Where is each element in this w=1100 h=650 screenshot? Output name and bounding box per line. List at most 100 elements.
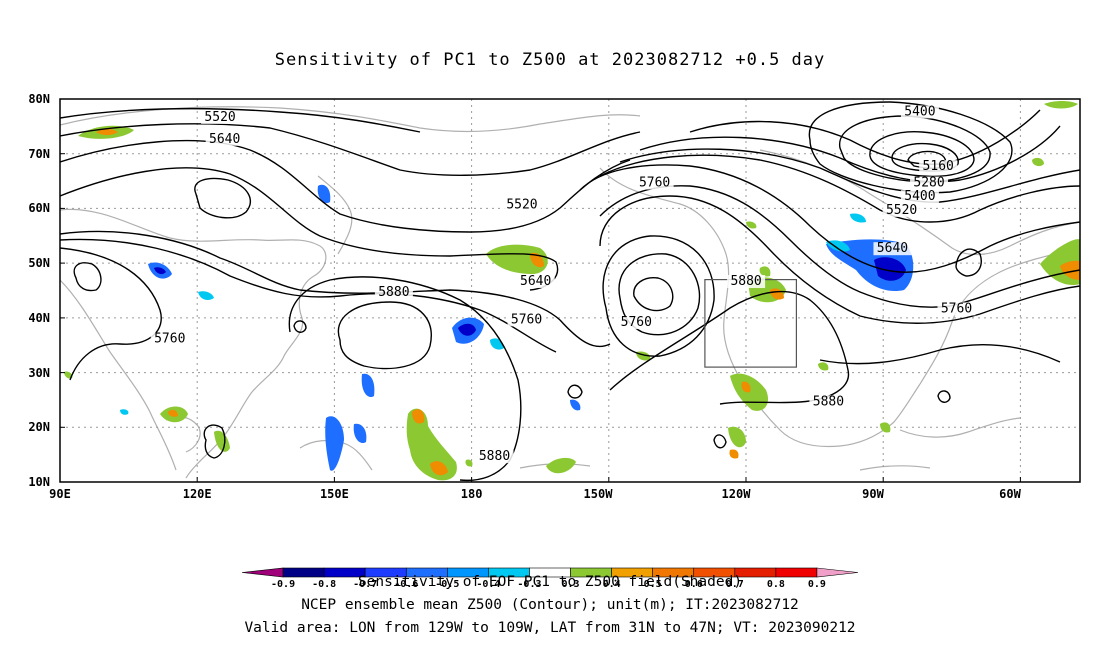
shade-patch xyxy=(412,409,425,424)
contour-label-bg xyxy=(374,285,413,299)
latitude-labels: 80N 70N 60N 50N 40N 30N 20N 10N xyxy=(28,92,50,489)
contour-label-bg xyxy=(475,450,514,464)
contour-label-bg xyxy=(900,190,939,204)
colorbar-swatch xyxy=(816,567,859,578)
lon-label: 150W xyxy=(584,487,614,501)
contour-label: 5880 xyxy=(730,274,761,289)
contour-label-bg xyxy=(150,332,189,346)
shade-patch xyxy=(325,416,344,471)
contour-label: 5520 xyxy=(204,110,235,125)
colorbar-tick-label: 0.7 xyxy=(726,579,744,590)
lat-label: 30N xyxy=(28,366,50,380)
contour-label: 5760 xyxy=(941,301,972,316)
shade-patch xyxy=(168,409,178,417)
shade-patch xyxy=(458,323,476,336)
contour-label: 5760 xyxy=(621,315,652,330)
chart-title: Sensitivity of PC1 to Z500 at 2023082712… xyxy=(274,50,826,70)
lon-label: 90W xyxy=(862,487,884,501)
lat-label: 10N xyxy=(28,475,50,489)
contour-labels: 5520564054005160528054005520564057605760… xyxy=(150,104,976,464)
shade-patch xyxy=(1044,101,1078,109)
colorbar xyxy=(241,567,859,578)
contour-label: 5640 xyxy=(209,132,240,147)
contour-label-bg xyxy=(205,132,244,146)
shade-patch xyxy=(729,449,739,459)
shade-patch xyxy=(486,244,548,274)
contour-label: 5520 xyxy=(506,197,537,212)
contour-label: 5760 xyxy=(154,331,185,346)
contour-label: 5880 xyxy=(378,285,409,300)
lat-label: 20N xyxy=(28,420,50,434)
colorbar-tick-label: -0.6 xyxy=(394,579,418,590)
colorbar-tick-label: -0.3 xyxy=(517,579,541,590)
colorbar-tick-label: -0.4 xyxy=(476,579,500,590)
lat-label: 80N xyxy=(28,92,50,106)
shade-patch xyxy=(1032,157,1044,167)
shade-patch xyxy=(728,426,746,448)
shade-patch xyxy=(214,430,230,452)
lon-label: 120E xyxy=(183,487,212,501)
shade-patch xyxy=(746,221,757,229)
longitude-labels: 90E 120E 150E 180 150W 120W 90W 60W xyxy=(49,487,1021,501)
contour-label: 5400 xyxy=(904,189,935,204)
contour-label-bg xyxy=(502,198,541,212)
contour-label: 5760 xyxy=(639,176,670,191)
shade-patch xyxy=(198,291,214,300)
shade-patch xyxy=(826,240,850,252)
contour-label-bg xyxy=(900,105,939,119)
colorbar-tick-label: -0.9 xyxy=(271,579,295,590)
shade-patch xyxy=(570,399,581,411)
contour-label: 5880 xyxy=(479,449,510,464)
lon-label: 60W xyxy=(999,487,1021,501)
z500-contours xyxy=(60,101,1080,482)
plot-frame xyxy=(59,98,1081,483)
shade-patch xyxy=(741,381,751,393)
lat-label: 50N xyxy=(28,256,50,270)
colorbar-tick-label: -0.8 xyxy=(312,579,336,590)
shade-patch xyxy=(430,461,448,476)
shade-patch xyxy=(546,457,576,474)
contour-label-bg xyxy=(873,242,912,256)
lon-label: 120W xyxy=(722,487,752,501)
sensitivity-shading xyxy=(64,101,1080,481)
caption-contour: NCEP ensemble mean Z500 (Contour); unit(… xyxy=(301,597,799,613)
colorbar-tick-label: 0.3 xyxy=(562,579,580,590)
lon-label: 180 xyxy=(461,487,483,501)
contour-label-bg xyxy=(507,313,546,327)
shade-patch xyxy=(1060,260,1080,280)
shade-patch xyxy=(818,362,829,371)
shade-patch xyxy=(120,409,129,415)
colorbar-tick-label: -0.7 xyxy=(353,579,377,590)
lon-label: 90E xyxy=(49,487,71,501)
contour-label-bg xyxy=(937,302,976,316)
contour-label: 5640 xyxy=(877,241,908,256)
shade-patch xyxy=(730,373,769,411)
contour-label: 5160 xyxy=(923,159,954,174)
contour-label: 5400 xyxy=(904,104,935,119)
contour-label-bg xyxy=(809,395,848,409)
shade-patch xyxy=(361,373,375,398)
contour-label: 5880 xyxy=(813,394,844,409)
colorbar-labels: -0.9 -0.8 -0.7 -0.6 -0.5 -0.4 -0.3 0.3 0.4 0.5 0.6… xyxy=(271,579,826,590)
shade-patch xyxy=(874,257,906,281)
shade-patch xyxy=(154,267,166,275)
shade-patch xyxy=(759,266,771,277)
contour-label-bg xyxy=(910,176,949,190)
colorbar-tick-label: 0.4 xyxy=(603,579,621,590)
colorbar-tick-label: 0.5 xyxy=(644,579,662,590)
lon-label: 150E xyxy=(320,487,349,501)
shade-patch xyxy=(406,408,457,481)
shade-patch xyxy=(96,129,118,135)
colorbar-tick-label: 0.6 xyxy=(685,579,703,590)
colorbar-tick-label: -0.5 xyxy=(435,579,459,590)
shade-patch xyxy=(465,459,473,467)
caption-valid-area: Valid area: LON from 129W to 109W, LAT f… xyxy=(244,620,856,636)
caption-shading: Sensitivity of EOF PC1 to Z500 field(Sha… xyxy=(357,574,743,590)
contour-label-bg xyxy=(919,160,958,174)
contour-label: 5760 xyxy=(511,312,542,327)
shade-patch xyxy=(64,371,73,379)
lat-label: 40N xyxy=(28,311,50,325)
contour-label: 5520 xyxy=(886,203,917,218)
axis-ticks xyxy=(60,98,1021,483)
